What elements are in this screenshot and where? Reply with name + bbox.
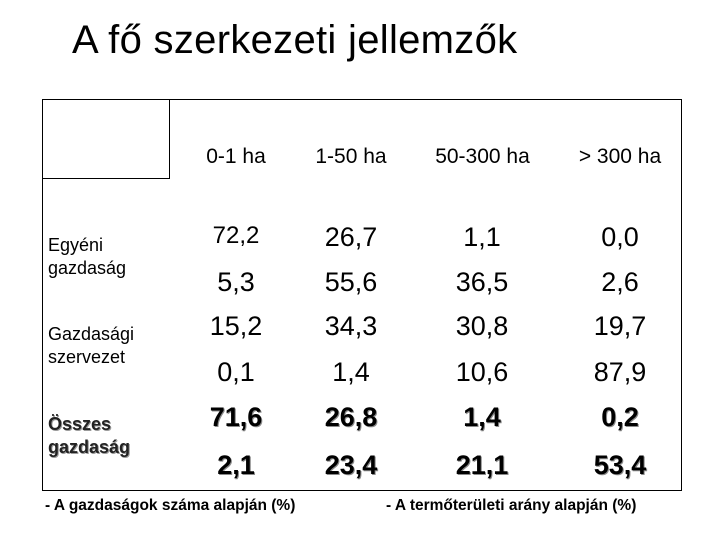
row-label-osszes-gazdasag: Összes gazdaság [48,413,130,459]
row-label-egyeni-gazdasag: Egyéni gazdaság [48,234,126,280]
row-label-line: gazdaság [48,258,127,278]
row-label-line: gazdaság [48,437,131,457]
cell-szervezet-area-0-1: 0,1 [217,357,255,387]
column-header-50-300-ha: 50-300 ha [435,145,530,168]
cell-egyeni-area-0-1: 5,3 [217,267,255,297]
cell-osszes-count-1-50: 26,8 [324,402,378,432]
cell-szervezet-count-50-300: 30,8 [455,311,509,341]
cell-osszes-count-50-300: 1,4 [463,402,501,432]
cell-szervezet-count-0-1: 15,2 [209,311,263,341]
cell-osszes-area-over-300: 53,4 [593,450,647,480]
table-corner-cell [42,99,170,179]
row-label-line: Gazdasági [48,324,135,344]
cell-szervezet-count-over-300: 19,7 [593,311,647,341]
cell-szervezet-area-1-50: 1,4 [332,357,370,387]
row-label-line: szervezet [48,347,126,367]
cell-osszes-count-0-1: 71,6 [209,402,263,432]
row-label-line: Összes [48,414,112,434]
cell-egyeni-count-50-300: 1,1 [463,222,501,252]
cell-szervezet-count-1-50: 34,3 [324,311,378,341]
cell-osszes-area-50-300: 21,1 [455,450,509,480]
footnote-count-basis: - A gazdaságok száma alapján (%) [45,497,296,514]
cell-osszes-area-1-50: 23,4 [324,450,378,480]
table-frame [42,99,682,491]
cell-szervezet-area-over-300: 87,9 [593,357,647,387]
cell-osszes-count-over-300: 0,2 [601,402,639,432]
row-label-gazdasagi-szervezet: Gazdasági szervezet [48,323,134,369]
cell-egyeni-area-over-300: 2,6 [601,267,639,297]
column-header-0-1-ha: 0-1 ha [206,145,266,168]
cell-egyeni-count-1-50: 26,7 [324,222,378,252]
row-label-line: Egyéni [48,235,104,255]
column-header-1-50-ha: 1-50 ha [315,145,387,168]
cell-osszes-area-0-1: 2,1 [217,450,255,480]
column-header-over-300-ha: > 300 ha [578,145,662,168]
cell-egyeni-count-0-1: 72,2 [212,222,260,249]
cell-egyeni-area-50-300: 36,5 [455,267,509,297]
page-title: A fő szerkezeti jellemzők [72,18,518,62]
cell-egyeni-area-1-50: 55,6 [324,267,378,297]
cell-szervezet-area-50-300: 10,6 [455,357,509,387]
footnote-area-basis: - A termőterületi arány alapján (%) [386,497,637,514]
cell-egyeni-count-over-300: 0,0 [601,222,639,252]
